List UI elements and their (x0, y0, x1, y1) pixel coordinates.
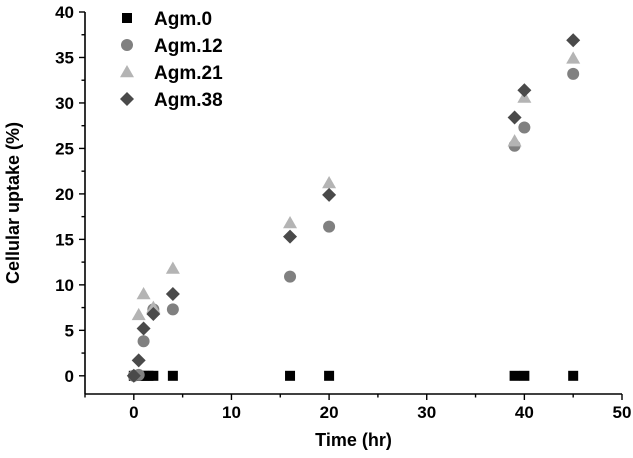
data-point (136, 286, 151, 300)
legend-item: Agm.38 (120, 90, 223, 111)
data-point (507, 134, 522, 147)
data-point (146, 306, 161, 321)
y-tick-label: 0 (65, 367, 74, 386)
axes: 0 10 20 30 40 50 0 5 10 15 20 25 30 35 40 (55, 3, 631, 422)
data-point (567, 67, 580, 80)
data-point (166, 303, 179, 316)
x-tick-label: 10 (222, 403, 241, 422)
legend-label: Agm.0 (154, 9, 212, 30)
y-tick-label: 30 (55, 94, 74, 113)
data-point (165, 261, 180, 274)
y-tick-label: 10 (55, 276, 74, 295)
y-tick-label: 25 (55, 139, 74, 158)
x-ticks: 0 10 20 30 40 50 (84, 394, 632, 422)
data-point (324, 370, 335, 381)
legend-label: Agm.38 (154, 90, 223, 111)
data-point (126, 368, 141, 383)
data-point (285, 370, 296, 381)
data-point (568, 370, 579, 381)
legend-marker (120, 65, 134, 78)
legend: Agm.0 Agm.12 Agm.21 Agm.38 (120, 9, 223, 111)
data-point (518, 121, 531, 134)
data-point (322, 175, 337, 189)
legend-marker (120, 92, 134, 106)
data-point (566, 51, 581, 64)
data-point (507, 110, 522, 125)
series-agm-38 (126, 33, 581, 383)
data-point (323, 220, 336, 233)
data-point (165, 286, 180, 301)
x-tick-label: 20 (320, 403, 339, 422)
data-point (131, 353, 146, 368)
data-point (283, 216, 298, 229)
legend-marker (122, 13, 132, 23)
x-tick-label: 30 (417, 403, 436, 422)
series-agm-0 (128, 370, 579, 381)
y-tick-label: 20 (55, 185, 74, 204)
data-point (137, 335, 150, 348)
data-point (509, 370, 520, 381)
legend-label: Agm.12 (154, 36, 223, 57)
data-point (148, 370, 159, 381)
data-markers (126, 33, 581, 383)
y-tick-label: 15 (55, 230, 74, 249)
y-tick-label: 5 (65, 321, 74, 340)
data-point (517, 83, 532, 98)
data-point (566, 33, 581, 48)
legend-item: Agm.0 (122, 9, 212, 30)
x-tick-label: 0 (129, 403, 138, 422)
x-tick-label: 50 (613, 403, 632, 422)
data-point (131, 307, 146, 321)
x-axis-title: Time (hr) (315, 430, 392, 450)
y-axis-title: Cellular uptake (%) (3, 122, 23, 284)
legend-label: Agm.21 (154, 63, 223, 84)
data-point (136, 321, 151, 336)
y-tick-label: 35 (55, 48, 74, 67)
data-point (283, 229, 298, 244)
data-point (519, 370, 530, 381)
x-tick-label: 40 (515, 403, 534, 422)
legend-item: Agm.12 (121, 36, 223, 57)
legend-marker (121, 39, 133, 51)
y-tick-label: 40 (55, 3, 74, 22)
y-ticks: 0 5 10 15 20 25 30 35 40 (55, 3, 85, 386)
data-point (146, 300, 161, 313)
data-point (167, 370, 178, 381)
data-point (322, 187, 337, 202)
legend-item: Agm.21 (120, 63, 223, 84)
data-point (284, 270, 297, 283)
